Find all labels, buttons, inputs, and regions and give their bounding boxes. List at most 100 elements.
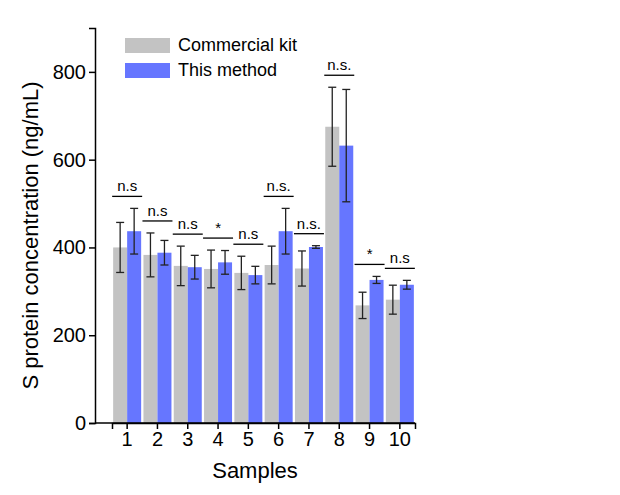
x-tick-label: 10 bbox=[389, 428, 411, 450]
error-cap bbox=[191, 278, 199, 279]
bar bbox=[386, 300, 400, 423]
bar bbox=[157, 253, 171, 423]
error-cap bbox=[359, 292, 367, 293]
error-cap bbox=[328, 166, 336, 167]
error-cap bbox=[221, 274, 229, 275]
error-bar bbox=[403, 280, 411, 289]
error-cap bbox=[160, 240, 168, 241]
error-bar bbox=[221, 251, 229, 275]
error-cap bbox=[373, 283, 381, 284]
error-cap bbox=[237, 256, 245, 257]
error-cap bbox=[282, 253, 290, 254]
significance-label: n.s. bbox=[267, 177, 291, 194]
error-cap bbox=[191, 255, 199, 256]
error-stem bbox=[376, 276, 377, 283]
y-tick: 400 bbox=[53, 236, 95, 258]
chart: 020040060080012345678910SamplesS protein… bbox=[0, 0, 620, 495]
error-cap bbox=[146, 276, 154, 277]
significance-line bbox=[203, 237, 233, 238]
error-cap bbox=[146, 232, 154, 233]
bar bbox=[218, 262, 232, 423]
x-tick: 2 bbox=[152, 423, 163, 450]
x-tick: 7 bbox=[303, 423, 314, 450]
error-cap bbox=[389, 314, 397, 315]
error-stem bbox=[332, 87, 333, 166]
error-cap bbox=[237, 289, 245, 290]
x-tick-label: 6 bbox=[273, 428, 284, 450]
y-tick-label: 400 bbox=[53, 236, 86, 258]
error-stem bbox=[255, 266, 256, 284]
x-tick: 4 bbox=[212, 423, 223, 450]
x-tick: 10 bbox=[389, 423, 411, 450]
y-tick-mark bbox=[89, 247, 95, 249]
significance-line bbox=[385, 268, 415, 269]
bar bbox=[265, 265, 279, 423]
x-tick-label: 5 bbox=[243, 428, 254, 450]
x-tick: 5 bbox=[243, 423, 254, 450]
bar bbox=[127, 231, 141, 423]
legend-label: Commercial kit bbox=[178, 35, 297, 55]
y-tick-mark bbox=[89, 72, 95, 74]
y-tick-mark bbox=[89, 159, 95, 161]
series bbox=[127, 89, 414, 423]
error-cap bbox=[221, 250, 229, 251]
error-bar bbox=[146, 233, 154, 277]
y-axis-title: S protein concentration (ng/mL) bbox=[18, 81, 43, 389]
error-cap bbox=[130, 208, 138, 209]
bar bbox=[248, 275, 262, 423]
x-tick-label: 7 bbox=[303, 428, 314, 450]
x-tick-label: 4 bbox=[212, 428, 223, 450]
error-cap bbox=[207, 249, 215, 250]
error-cap bbox=[177, 245, 185, 246]
y-tick-label: 200 bbox=[53, 324, 86, 346]
bar bbox=[204, 269, 218, 423]
error-bar bbox=[177, 246, 185, 286]
error-stem bbox=[120, 222, 121, 272]
series bbox=[113, 87, 400, 423]
y-tick-label: 0 bbox=[75, 412, 86, 434]
error-bar bbox=[130, 208, 138, 254]
error-stem bbox=[133, 208, 134, 254]
significance-label: n.s bbox=[147, 202, 167, 219]
error-bar bbox=[251, 266, 259, 284]
significance-label: n.s. bbox=[297, 215, 321, 232]
error-bar bbox=[237, 256, 245, 289]
significance-line bbox=[355, 264, 385, 265]
x-tick: 3 bbox=[182, 423, 193, 450]
error-stem bbox=[180, 246, 181, 286]
legend-swatch bbox=[125, 38, 170, 53]
error-cap bbox=[160, 264, 168, 265]
error-bar bbox=[207, 250, 215, 288]
bar bbox=[295, 269, 309, 423]
error-cap bbox=[298, 250, 306, 251]
error-bar bbox=[328, 87, 336, 166]
significance-line bbox=[142, 220, 172, 221]
error-cap bbox=[251, 283, 259, 284]
error-stem bbox=[241, 256, 242, 289]
error-cap bbox=[207, 287, 215, 288]
x-axis-title: Samples bbox=[212, 458, 298, 483]
significance-label: n.s. bbox=[327, 56, 351, 73]
error-bar bbox=[312, 246, 320, 249]
annotations: n.sn.sn.s*n.sn.s.n.s.n.s.*n.s bbox=[112, 56, 415, 268]
error-cap bbox=[298, 285, 306, 286]
error-cap bbox=[389, 285, 397, 286]
error-cap bbox=[312, 245, 320, 246]
error-stem bbox=[210, 250, 211, 288]
significance-line bbox=[324, 75, 354, 76]
error-stem bbox=[150, 233, 151, 277]
error-cap bbox=[403, 288, 411, 289]
error-bar bbox=[268, 246, 276, 284]
error-bar bbox=[160, 240, 168, 265]
error-stem bbox=[164, 240, 165, 265]
error-cap bbox=[328, 87, 336, 88]
x-tick: 8 bbox=[334, 423, 345, 450]
bar bbox=[279, 231, 293, 423]
error-stem bbox=[224, 251, 225, 275]
bar bbox=[188, 267, 202, 423]
bar bbox=[113, 247, 127, 423]
error-cap bbox=[116, 222, 124, 223]
error-cap bbox=[403, 280, 411, 281]
x-tick-label: 1 bbox=[122, 428, 133, 450]
bar bbox=[174, 266, 188, 423]
